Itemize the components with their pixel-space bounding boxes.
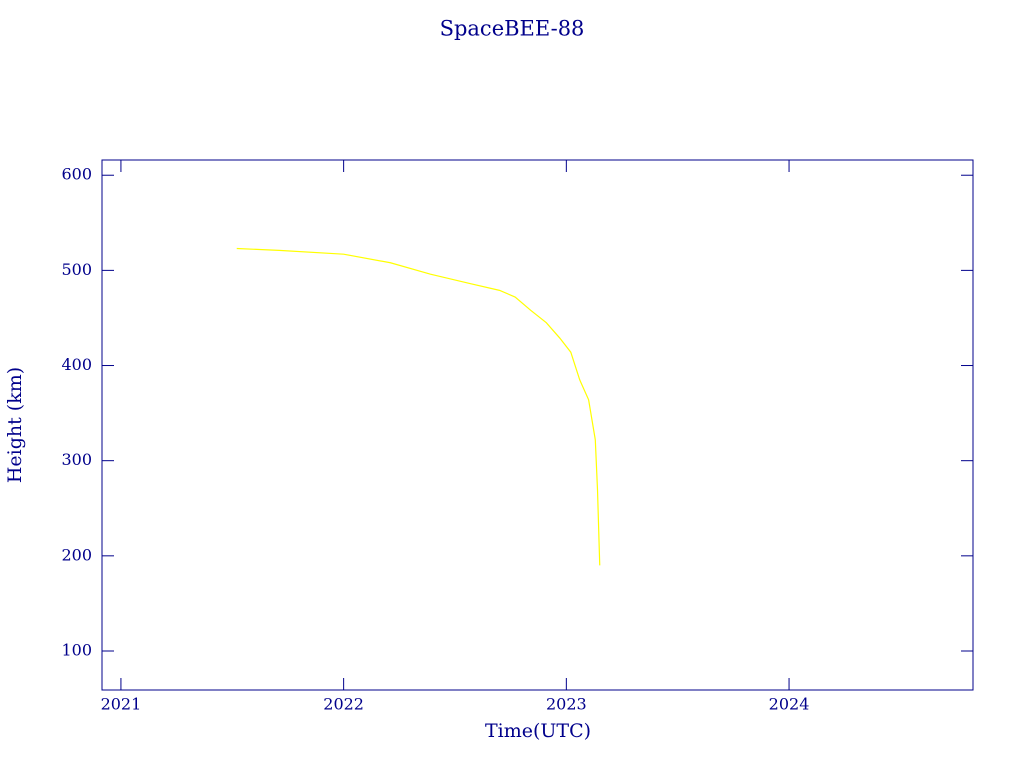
x-tick-label: 2023 — [546, 695, 587, 714]
y-tick-label: 500 — [61, 260, 92, 279]
y-tick-label: 400 — [61, 355, 92, 374]
data-line — [236, 247, 601, 566]
plot-frame — [101, 159, 974, 691]
y-axis-label: Height (km) — [4, 367, 26, 483]
chart-title: SpaceBEE-88 — [440, 17, 585, 41]
x-axis-label: Time(UTC) — [485, 720, 591, 742]
y-tick-label: 200 — [61, 545, 92, 564]
y-tick-label: 300 — [61, 450, 92, 469]
x-tick-label: 2022 — [323, 695, 364, 714]
y-tick-label: 100 — [61, 640, 92, 659]
y-tick-label: 600 — [61, 165, 92, 184]
x-tick-label: 2021 — [101, 695, 142, 714]
x-tick-label: 2024 — [769, 695, 810, 714]
